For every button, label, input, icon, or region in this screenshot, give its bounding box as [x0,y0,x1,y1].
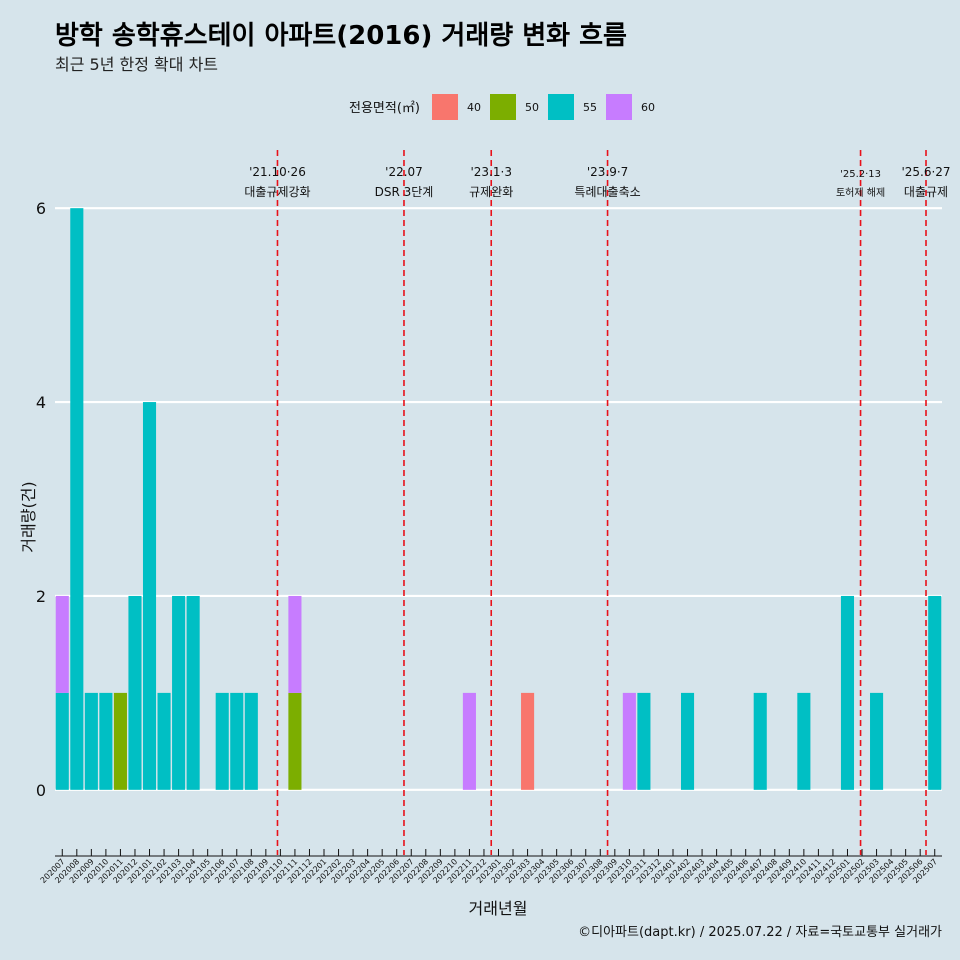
event-date: '21.10·26 [249,165,306,179]
event-label: 토허제 해제 [836,186,885,199]
grid [55,207,942,791]
y-tick-label: 6 [36,199,46,218]
bar-55-202311 [637,692,651,790]
event-date: '25.6·27 [901,165,950,179]
legend-swatch-60 [606,94,632,120]
event-label: 대출규제 [904,185,948,199]
bar-55-202107 [230,692,244,790]
legend-swatch-40 [432,94,458,120]
bar-50-202011 [113,692,127,790]
bar-55-202007 [55,692,69,790]
event-annotations: '21.10·26 대출규제강화 '22.07 DSR 3단계 '23.1·3 규제완화 '… [244,165,950,199]
bar-60-202310 [622,692,636,790]
bar-55-202501 [840,595,855,790]
bar-55-202103 [172,595,186,790]
legend-label: 55 [583,101,597,114]
event-lines [276,150,927,855]
bar-55-202010 [99,692,113,790]
event-label: DSR 3단계 [375,185,434,199]
bar-55-202507 [928,595,942,790]
bar-55-202106 [215,692,229,790]
legend-swatch-55 [548,94,574,120]
bar-60-202211 [462,692,476,790]
y-axis: 0 2 4 6 [36,199,46,800]
event-date: '23.9·7 [587,165,628,179]
legend: 전용면적(㎡) 40 50 55 60 [349,94,655,120]
event-label: 대출규제강화 [244,185,310,199]
bar-60-202111 [288,595,302,693]
y-tick-label: 2 [36,587,46,606]
bar-60-202007 [55,595,69,693]
legend-swatch-50 [490,94,516,120]
bar-55-202503 [870,692,884,790]
x-axis: 2020072020082020092020102020112020122021… [39,849,942,885]
event-label: 규제완화 [469,185,513,199]
legend-label: 60 [641,101,655,114]
bar-55-202102 [157,692,171,790]
bar-55-202108 [244,692,258,790]
bar-55-202009 [84,692,98,790]
bar-55-202008 [70,208,84,790]
bar-55-202101 [142,402,157,790]
y-tick-label: 4 [36,393,46,412]
bar-40-202303 [521,692,535,790]
legend-label: 40 [467,101,481,114]
x-axis-title: 거래년월 [469,899,528,918]
event-date: '25.2·13 [840,169,881,180]
y-axis-title: 거래량(건) [19,481,38,552]
bar-55-202407 [753,692,767,790]
chart-subtitle: 최근 5년 한정 확대 차트 [55,55,218,74]
bar-55-202104 [186,595,200,790]
bar-55-202402 [680,692,695,790]
bar-55-202410 [797,692,811,790]
bars [55,208,942,790]
legend-title: 전용면적(㎡) [349,101,420,116]
y-tick-label: 0 [36,781,46,800]
event-label: 특례대출축소 [574,185,640,199]
bar-55-202012 [128,595,142,790]
bar-50-202111 [288,692,302,790]
event-date: '22.07 [385,165,423,179]
event-date: '23.1·3 [470,165,511,179]
chart-title: 방학 송학휴스테이 아파트(2016) 거래량 변화 흐름 [55,21,627,51]
chart-caption: ©디아파트(dapt.kr) / 2025.07.22 / 자료=국토교통부 실… [578,925,942,940]
legend-label: 50 [525,101,539,114]
